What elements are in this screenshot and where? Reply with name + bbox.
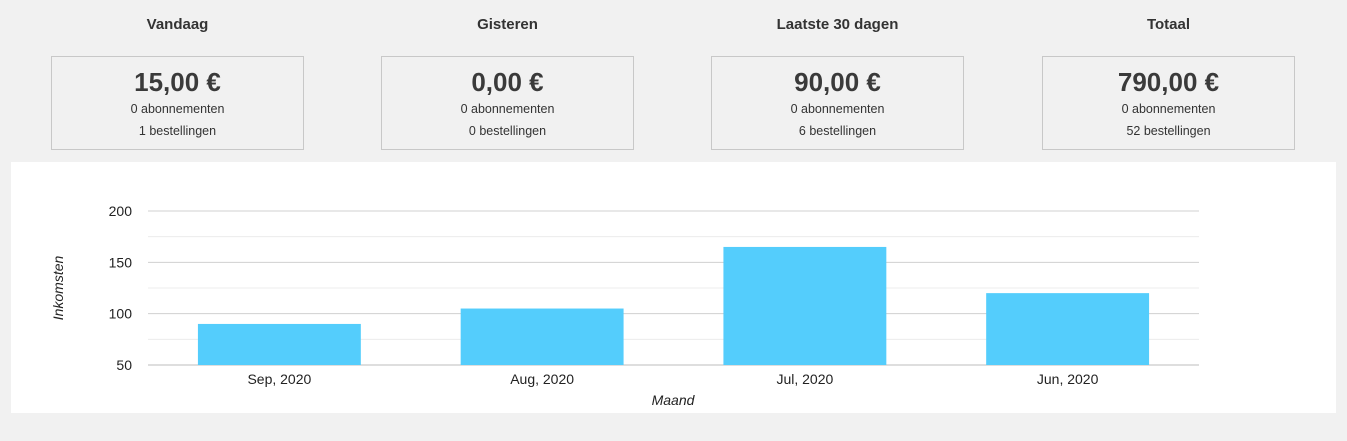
stat-amount: 790,00 € <box>1117 67 1220 97</box>
stat-amount: 15,00 € <box>134 67 221 97</box>
stat-heading: Gisteren <box>477 16 538 33</box>
bar[interactable] <box>986 293 1150 365</box>
stat-heading: Vandaag <box>146 16 209 33</box>
y-tick-label: 150 <box>109 254 133 270</box>
stat-subscriptions: 0 abonnementen <box>1121 102 1216 116</box>
stat-orders: 52 bestellingen <box>1126 124 1211 138</box>
y-tick-label: 50 <box>116 357 132 373</box>
bar[interactable] <box>197 323 361 365</box>
x-tick-label: Jun, 2020 <box>1037 371 1099 387</box>
stat-orders: 0 bestellingen <box>468 124 547 138</box>
stat-amount: 0,00 € <box>471 67 544 97</box>
x-tick-label: Sep, 2020 <box>247 371 311 387</box>
chart-labels: 50 100 150 200 Sep, 2020 Aug, 2020 Jul, 2020 Ju… <box>109 203 1099 387</box>
chart-bars <box>197 246 1150 365</box>
stat-heading: Laatste 30 dagen <box>776 16 899 33</box>
stat-box: 15,00 € 0 abonnementen 1 bestellingen <box>51 56 304 150</box>
revenue-bar-chart: 50 100 150 200 Sep, 2020 Aug, 2020 Jul, 2020 Ju… <box>50 203 1199 408</box>
stat-orders: 6 bestellingen <box>798 124 877 138</box>
bar[interactable] <box>460 308 624 365</box>
y-tick-label: 200 <box>109 203 133 219</box>
y-tick-label: 100 <box>109 306 133 322</box>
stat-amount: 90,00 € <box>794 67 881 97</box>
stat-subscriptions: 0 abonnementen <box>790 102 885 116</box>
stat-subscriptions: 0 abonnementen <box>130 102 225 116</box>
stat-box: 0,00 € 0 abonnementen 0 bestellingen <box>381 56 634 150</box>
stats-row: Vandaag 15,00 € 0 abonnementen 1 bestell… <box>0 0 1347 160</box>
bar[interactable] <box>723 246 887 365</box>
y-axis-title: Inkomsten <box>50 255 66 320</box>
stat-heading: Totaal <box>1146 16 1191 33</box>
stat-box: 90,00 € 0 abonnementen 6 bestellingen <box>711 56 964 150</box>
stat-subscriptions: 0 abonnementen <box>460 102 555 116</box>
x-tick-label: Aug, 2020 <box>510 371 574 387</box>
revenue-chart-panel: 50 100 150 200 Sep, 2020 Aug, 2020 Jul, 2020 Ju… <box>11 162 1336 413</box>
stat-box: 790,00 € 0 abonnementen 52 bestellingen <box>1042 56 1295 150</box>
stat-orders: 1 bestellingen <box>138 124 217 138</box>
x-axis-title: Maand <box>652 392 696 408</box>
x-tick-label: Jul, 2020 <box>776 371 833 387</box>
